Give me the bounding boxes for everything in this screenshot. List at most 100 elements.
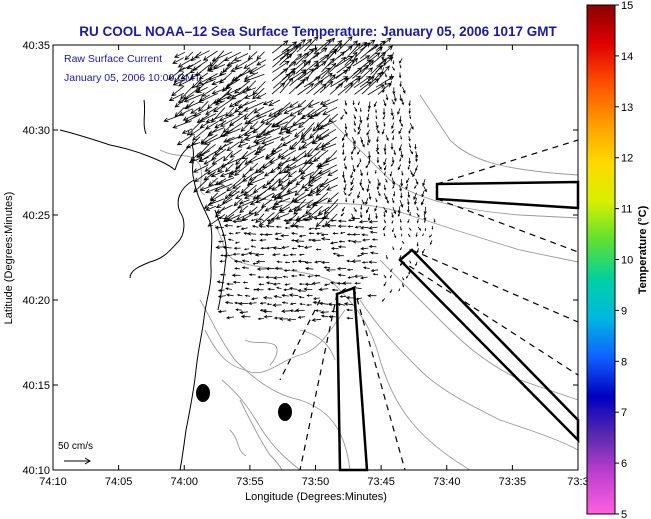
current-vector	[236, 225, 242, 228]
current-vector	[223, 223, 233, 228]
current-vector	[344, 51, 358, 66]
current-vector	[367, 64, 383, 82]
current-vector	[219, 115, 240, 127]
current-vector	[263, 314, 273, 319]
current-vector	[226, 316, 234, 320]
current-vector	[382, 108, 386, 116]
current-vector	[366, 171, 369, 176]
current-vector	[357, 191, 361, 199]
current-vector	[399, 218, 402, 224]
current-vector	[257, 275, 264, 279]
current-vector	[350, 171, 354, 179]
y-axis-label: Latitude (Degrees:Minutes)	[3, 192, 15, 325]
current-vector	[217, 294, 227, 298]
current-vector	[409, 149, 414, 155]
current-vector	[205, 184, 225, 194]
current-vector	[228, 164, 242, 179]
current-vector	[315, 128, 330, 139]
current-vector	[237, 199, 256, 209]
current-vector	[361, 141, 365, 148]
current-vector	[210, 191, 227, 202]
current-vector	[343, 163, 347, 170]
current-vector	[178, 108, 193, 116]
current-vector	[376, 136, 379, 143]
x-tick-label: 73:55	[236, 476, 264, 488]
current-vector	[345, 42, 361, 60]
current-vector	[347, 239, 354, 243]
current-vector	[243, 101, 264, 112]
current-vector	[315, 214, 329, 228]
current-vector	[271, 183, 283, 191]
annotation-line-1: Raw Surface Current	[64, 53, 162, 65]
current-vector	[205, 106, 219, 115]
current-vector	[308, 157, 321, 164]
current-vector	[199, 183, 217, 191]
current-vector	[280, 149, 297, 160]
current-vector	[215, 204, 233, 214]
current-vector	[392, 115, 395, 121]
current-vector	[295, 212, 312, 221]
current-vector	[414, 144, 417, 150]
current-vector	[306, 294, 313, 297]
current-vector	[295, 52, 310, 66]
current-vector	[256, 51, 265, 61]
current-vector	[354, 81, 372, 95]
current-vector	[271, 82, 286, 95]
current-vector	[368, 226, 378, 230]
current-vector	[233, 259, 243, 264]
current-vector	[224, 51, 241, 61]
current-vector	[258, 225, 266, 229]
current-vector	[347, 276, 354, 279]
current-vector	[370, 268, 379, 272]
current-vector	[282, 275, 289, 278]
current-vector	[415, 232, 418, 238]
current-vector	[271, 141, 291, 153]
current-vector	[247, 251, 258, 256]
current-vector	[356, 162, 361, 168]
current-vector	[244, 135, 257, 141]
current-vector	[360, 136, 363, 143]
current-vector	[266, 303, 272, 306]
current-vector	[344, 100, 347, 107]
current-vector	[214, 100, 225, 106]
current-vector	[259, 308, 267, 312]
current-vector	[274, 266, 283, 270]
current-vector	[207, 73, 227, 81]
current-vector	[211, 51, 233, 62]
current-vector	[300, 163, 313, 176]
current-vector	[296, 38, 313, 53]
current-vector	[284, 226, 291, 230]
current-vector	[240, 227, 248, 231]
current-vector	[375, 75, 395, 88]
current-vector	[233, 53, 249, 61]
current-vector	[391, 177, 396, 186]
current-vector	[266, 219, 275, 223]
current-vector	[282, 121, 304, 131]
y-tick-label: 40:35	[22, 40, 50, 52]
current-vector	[288, 218, 297, 222]
current-vector	[391, 99, 395, 105]
current-vector	[353, 75, 372, 89]
current-vector	[400, 192, 403, 199]
current-vector	[428, 234, 433, 238]
current-vector	[314, 309, 322, 313]
current-vector	[330, 246, 339, 250]
current-vector	[241, 259, 250, 263]
current-vector	[330, 219, 337, 222]
current-vector	[415, 178, 419, 185]
current-vector	[343, 156, 347, 162]
current-vector	[288, 101, 299, 108]
current-vector	[277, 157, 297, 166]
current-vector	[240, 123, 250, 133]
current-vector	[189, 127, 203, 136]
current-vector	[345, 197, 348, 203]
current-vector	[323, 198, 339, 215]
current-vector	[191, 78, 202, 89]
current-vector	[249, 121, 259, 130]
current-vector	[294, 308, 305, 313]
current-vector	[423, 213, 427, 221]
current-vector	[339, 295, 347, 298]
current-vector	[277, 177, 290, 187]
current-vector	[287, 39, 307, 53]
current-vector	[228, 232, 234, 235]
